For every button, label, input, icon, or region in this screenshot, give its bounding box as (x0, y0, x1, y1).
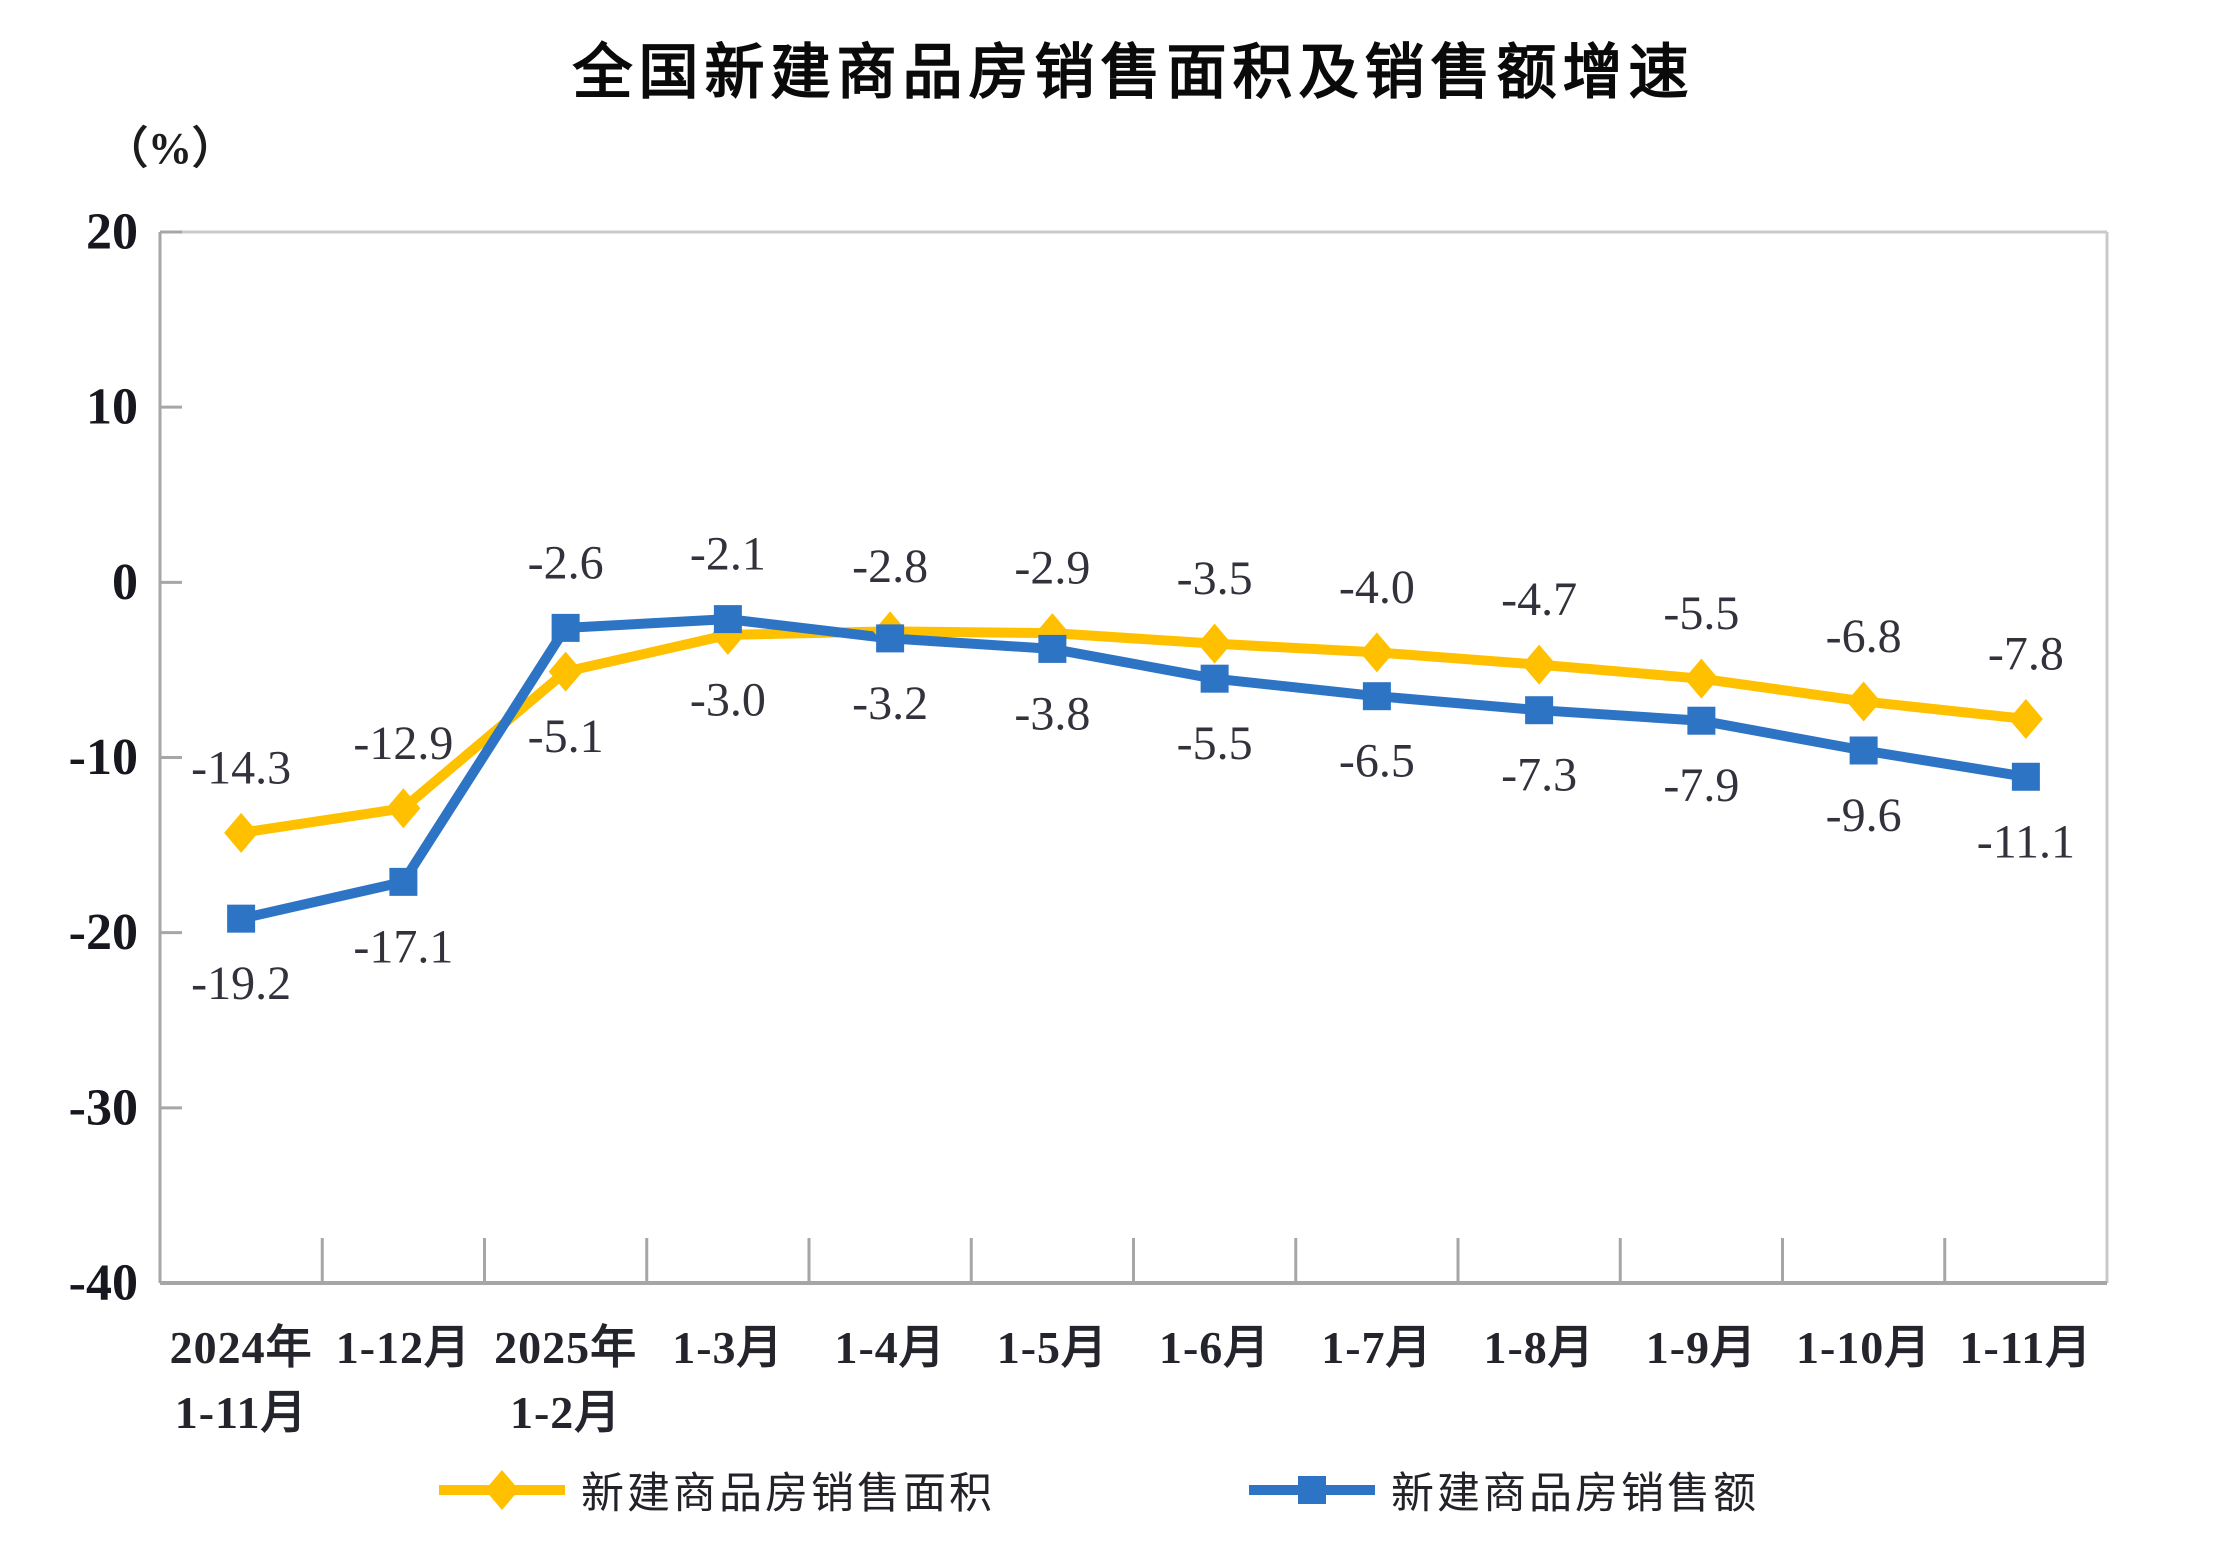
sales-value-data-label: -7.9 (1663, 759, 1739, 812)
legend-item-sales-value: 新建商品房销售额 (1247, 1462, 1759, 1518)
sales-area-data-label: -2.9 (1014, 542, 1090, 595)
x-axis-category-label: 1-5月 (997, 1322, 1108, 1373)
sales-area-marker (1846, 681, 1881, 722)
sales-value-marker (713, 605, 742, 634)
y-axis-tick-label: 10 (86, 379, 138, 436)
sales-value-marker (1525, 696, 1554, 725)
sales-area-legend-swatch (439, 1470, 565, 1510)
y-axis-tick-label: -30 (69, 1079, 138, 1136)
sales-value-marker (1362, 682, 1391, 711)
sales-value-marker (1038, 634, 1067, 663)
sales-value-marker (1200, 664, 1229, 693)
legend-item-sales-area: 新建商品房销售面积 (437, 1462, 995, 1518)
sales-area-legend-marker (485, 1470, 519, 1510)
sales-value-marker (876, 624, 905, 653)
sales-value-data-label: -7.3 (1501, 749, 1577, 802)
sales-value-legend-label: 新建商品房销售额 (1391, 1471, 1759, 1518)
sales-value-marker (551, 613, 580, 642)
sales-area-data-label: -12.9 (353, 717, 453, 770)
sales-area-data-label: -14.3 (191, 741, 291, 794)
sales-value-marker (389, 867, 418, 896)
sales-value-marker (1687, 706, 1716, 735)
y-axis-tick-label: 20 (86, 204, 138, 261)
sales-value-data-label: -3.8 (1014, 687, 1090, 740)
sales-area-marker (548, 651, 583, 692)
sales-area-marker (224, 812, 259, 853)
sales-value-line (236, 614, 2031, 924)
x-axis-category-label: 2024年 1-11月 (170, 1322, 313, 1438)
sales-area-marker (1684, 658, 1719, 699)
sales-area-data-label: -5.5 (1663, 587, 1739, 640)
sales-area-marker (1522, 644, 1557, 685)
chart-title: 全国新建商品房销售面积及销售额增速 (572, 39, 1695, 106)
y-axis-tick-label: -40 (69, 1255, 138, 1312)
x-axis-category-label: 1-4月 (834, 1322, 945, 1373)
sales-area-line (236, 626, 2031, 838)
sales-value-data-label: -11.1 (1977, 815, 2075, 868)
x-axis-category-label: 1-12月 (336, 1322, 471, 1373)
sales-value-data-label: -2.1 (690, 528, 766, 581)
y-axis-tick-label: -20 (69, 904, 138, 961)
x-axis-category-label: 1-6月 (1159, 1322, 1270, 1373)
sales-value-data-label: -17.1 (353, 920, 453, 973)
sales-value-marker (227, 904, 256, 933)
sales-area-legend-label: 新建商品房销售面积 (581, 1471, 995, 1518)
sales-area-data-label: -4.7 (1501, 573, 1577, 626)
sales-value-legend-marker (1298, 1476, 1326, 1504)
sales-area-data-label: -4.0 (1339, 561, 1415, 614)
sales-area-marker (1359, 632, 1394, 673)
y-axis-unit-label: （%） (104, 124, 236, 173)
sales-area-data-label: -3.5 (1177, 552, 1253, 605)
sales-value-marker (2011, 762, 2040, 791)
sales-area-data-label: -5.1 (528, 710, 604, 763)
x-axis-category-label: 1-8月 (1483, 1322, 1594, 1373)
sales-area-marker (1197, 623, 1232, 664)
y-axis-tick-label: -10 (69, 729, 138, 786)
x-axis-category-label: 1-10月 (1796, 1322, 1931, 1373)
y-axis-tick-label: 0 (112, 554, 138, 611)
sales-area-data-label: -2.8 (852, 540, 928, 593)
sales-value-data-label: -19.2 (191, 957, 291, 1010)
x-axis-category-label: 1-11月 (1959, 1322, 2092, 1373)
sales-value-data-label: -5.5 (1177, 717, 1253, 770)
x-axis-category-label: 1-9月 (1646, 1322, 1757, 1373)
sales-value-marker (1849, 736, 1878, 765)
sales-value-legend-swatch (1249, 1476, 1375, 1504)
sales-area-data-label: -7.8 (1988, 627, 2064, 680)
sales-value-data-label: -3.2 (852, 677, 928, 730)
sales-value-data-label: -9.6 (1826, 789, 1902, 842)
legend: 新建商品房销售面积 新建商品房销售额 (0, 1462, 2216, 1522)
sales-area-marker (386, 788, 421, 829)
x-axis-category-label: 1-7月 (1321, 1322, 1432, 1373)
sales-value-data-label: -6.5 (1339, 735, 1415, 788)
sales-area-data-label: -3.0 (690, 673, 766, 726)
x-axis-category-label: 2025年 1-2月 (494, 1322, 637, 1438)
sales-area-data-label: -6.8 (1826, 610, 1902, 663)
x-axis-category-label: 1-3月 (672, 1322, 783, 1373)
sales-value-data-label: -2.6 (528, 536, 604, 589)
sales-area-marker (2008, 698, 2043, 739)
